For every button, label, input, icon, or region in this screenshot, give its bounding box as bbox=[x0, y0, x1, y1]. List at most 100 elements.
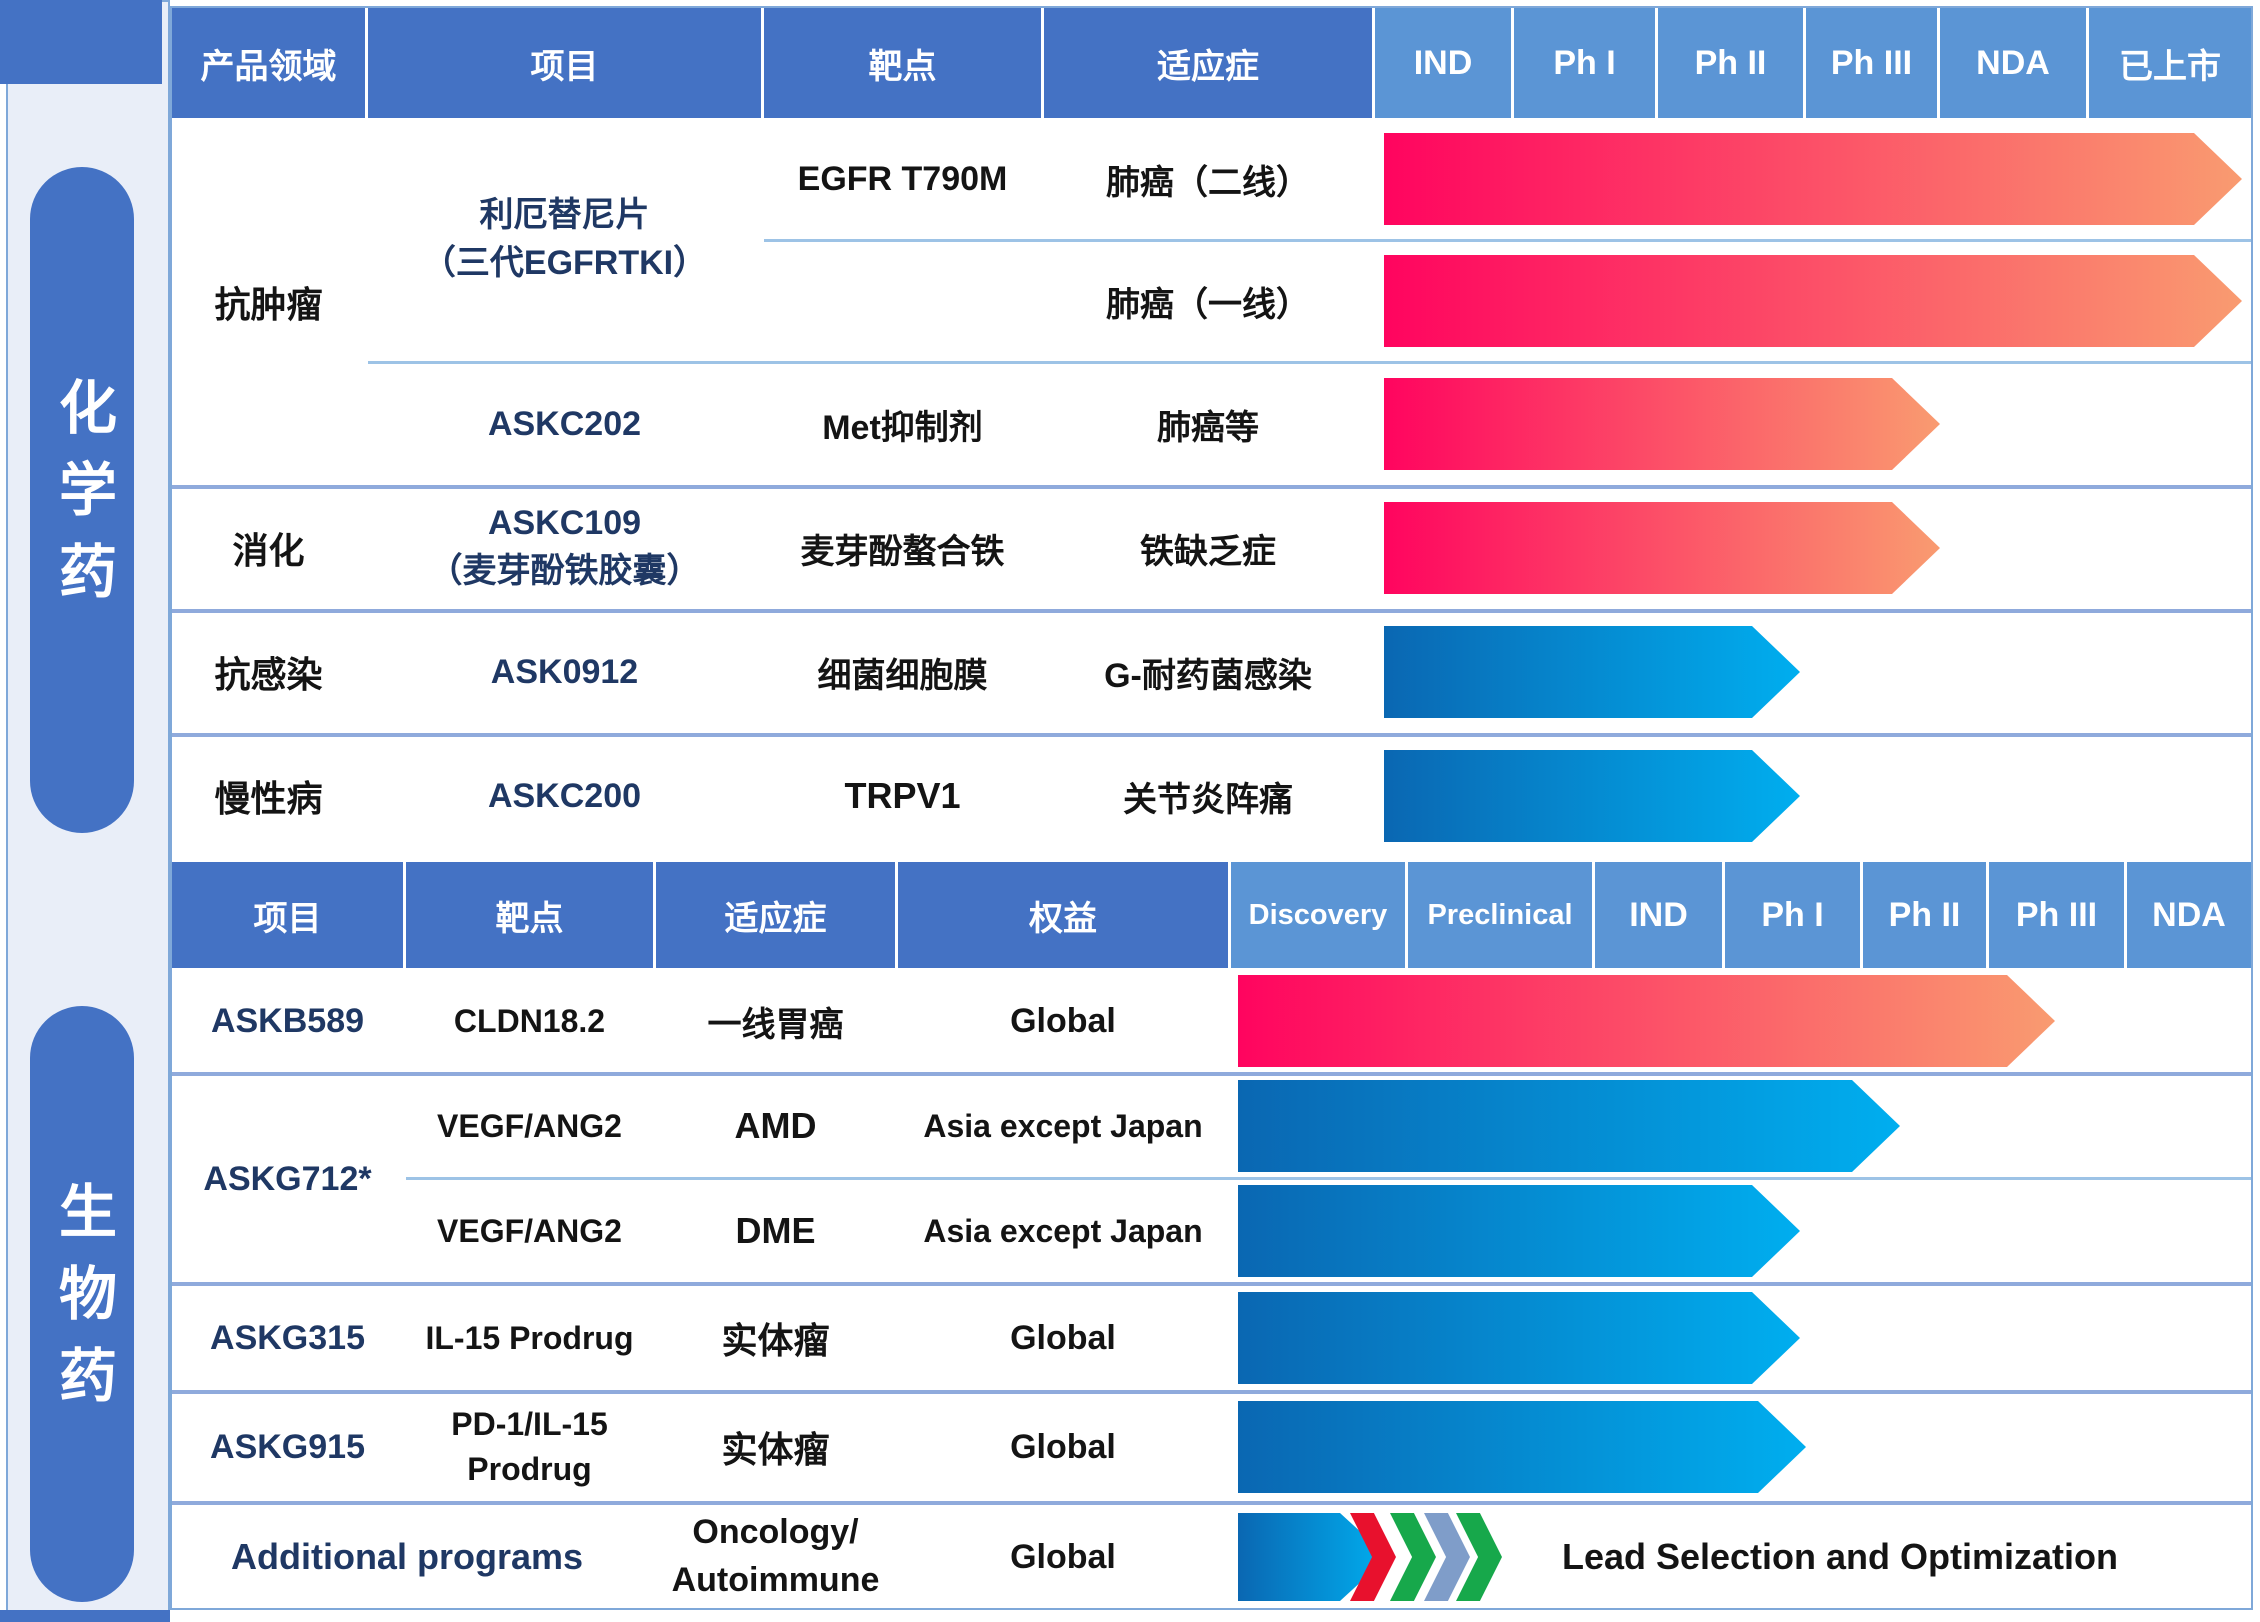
bio-header-phase-ph3: Ph III bbox=[1989, 862, 2124, 968]
target-pd1-il15-prodrug: PD-1/IL-15 Prodrug bbox=[406, 1385, 653, 1509]
pipeline-arrow-askg315 bbox=[1238, 1292, 1800, 1384]
project-askb589: ASKB589 bbox=[210, 1001, 365, 1040]
indication-lung-etc: 肺癌等 bbox=[1157, 408, 1259, 447]
footer-strip bbox=[0, 1610, 170, 1622]
chem-header-area: 产品领域 bbox=[172, 8, 365, 118]
target-met-inhibitor: Met抑制剂 bbox=[822, 408, 983, 447]
indication-lung-1l: 肺癌（一线） bbox=[1106, 285, 1310, 324]
project-ask0912: ASK0912 bbox=[490, 652, 639, 691]
bio-header-phase-ind: IND bbox=[1595, 862, 1722, 968]
project-liertinib: 利厄替尼片 （三代EGFRTKI） bbox=[368, 170, 761, 310]
project-askc200: ASKC200 bbox=[487, 776, 642, 815]
bio-header-phase-ph1: Ph I bbox=[1725, 862, 1860, 968]
indication-lung-2l: 肺癌（二线） bbox=[1106, 163, 1310, 202]
chem-header-phase-ind: IND bbox=[1375, 8, 1511, 118]
indication-amd: AMD bbox=[734, 1105, 817, 1146]
pipeline-arrow-askg712-dme bbox=[1238, 1185, 1800, 1277]
chem-header-phase-marketed: 已上市 bbox=[2089, 8, 2251, 118]
section-bio-label: 生物药 bbox=[50, 1181, 115, 1427]
indication-oncology-line1: Oncology/ bbox=[692, 1513, 859, 1552]
row-divider bbox=[406, 1177, 2251, 1180]
target-bacterial-membrane: 细菌细胞膜 bbox=[817, 656, 988, 695]
project-liertinib-line2: （三代EGFRTKI） bbox=[421, 244, 708, 282]
row-divider bbox=[764, 239, 2251, 242]
rights-global-additional: Global bbox=[1010, 1537, 1116, 1576]
indication-arthritis-pain: 关节炎阵痛 bbox=[1123, 780, 1293, 819]
indication-dme: DME bbox=[735, 1210, 816, 1251]
target-trpv1: TRPV1 bbox=[844, 775, 961, 816]
project-askg915: ASKG915 bbox=[210, 1427, 365, 1466]
section-divider bbox=[172, 733, 2251, 737]
pipeline-arrow-askc109 bbox=[1384, 502, 1940, 594]
bio-header-rights: 权益 bbox=[898, 862, 1228, 968]
bio-header-phase-ph2: Ph II bbox=[1863, 862, 1986, 968]
rights-asia-dme: Asia except Japan bbox=[923, 1212, 1203, 1249]
section-divider bbox=[172, 609, 2251, 613]
indication-solid-tumor-315: 实体瘤 bbox=[721, 1320, 830, 1361]
section-divider bbox=[172, 1072, 2251, 1076]
section-bio-pill: 生物药 bbox=[30, 1006, 134, 1602]
indication-oncology-autoimmune: Oncology/ Autoimmune bbox=[656, 1495, 895, 1619]
indication-autoimmune-line2: Autoimmune bbox=[671, 1561, 880, 1599]
pipeline-arrow-askg915 bbox=[1238, 1401, 1806, 1493]
lead-selection-note: Lead Selection and Optimization bbox=[1561, 1536, 2119, 1577]
indication-solid-tumor-915: 实体瘤 bbox=[721, 1429, 830, 1470]
chem-header-phase-nda: NDA bbox=[1940, 8, 2086, 118]
bio-header-phase-discovery: Discovery bbox=[1231, 862, 1405, 968]
project-askg315: ASKG315 bbox=[210, 1318, 365, 1357]
indication-iron-deficiency: 铁缺乏症 bbox=[1140, 532, 1276, 571]
target-il15-prodrug: IL-15 Prodrug bbox=[425, 1319, 634, 1356]
bio-header-indication: 适应症 bbox=[656, 862, 895, 968]
target-vegf-ang2-dme: VEGF/ANG2 bbox=[437, 1212, 622, 1249]
indication-gneg-infection: G-耐药菌感染 bbox=[1104, 656, 1312, 695]
section-divider bbox=[172, 1282, 2251, 1286]
corner-block bbox=[0, 0, 162, 84]
group-label-oncology: 抗肿瘤 bbox=[214, 284, 323, 325]
table-frame bbox=[170, 6, 2253, 1610]
section-divider bbox=[172, 1501, 2251, 1505]
project-askc202: ASKC202 bbox=[487, 404, 642, 443]
chem-header-target: 靶点 bbox=[764, 8, 1041, 118]
rights-asia-amd: Asia except Japan bbox=[923, 1107, 1203, 1144]
section-divider bbox=[172, 485, 2251, 489]
project-liertinib-line1: 利厄替尼片 bbox=[479, 196, 650, 235]
rights-global-915: Global bbox=[1010, 1427, 1116, 1466]
group-label-antiinfective: 抗感染 bbox=[214, 654, 323, 695]
project-askc109-line2: （麦芽酚铁胶囊） bbox=[428, 552, 701, 590]
pipeline-arrow-askg712-amd bbox=[1238, 1080, 1900, 1172]
target-maltol-iron: 麦芽酚螯合铁 bbox=[800, 532, 1005, 571]
target-pd1-il15-line1: PD-1/IL-15 bbox=[451, 1406, 608, 1443]
chem-header-project: 项目 bbox=[368, 8, 761, 118]
bio-header-phase-preclinical: Preclinical bbox=[1408, 862, 1592, 968]
target-vegf-ang2-amd: VEGF/ANG2 bbox=[437, 1107, 622, 1144]
pipeline-arrow-liertinib-1l bbox=[1384, 255, 2242, 347]
chem-header-indication: 适应症 bbox=[1044, 8, 1372, 118]
rights-global-315: Global bbox=[1010, 1318, 1116, 1357]
chem-header-phase-ph2: Ph II bbox=[1658, 8, 1803, 118]
target-pd1-il15-line2: Prodrug bbox=[467, 1451, 592, 1487]
group-label-digestive: 消化 bbox=[232, 530, 305, 571]
bio-header-project: 项目 bbox=[172, 862, 403, 968]
pipeline-arrow-liertinib-2l bbox=[1384, 133, 2242, 225]
pipeline-arrow-ask0912 bbox=[1384, 626, 1800, 718]
project-askc109: ASKC109 （麦芽酚铁胶囊） bbox=[368, 478, 761, 618]
pipeline-arrow-askc202 bbox=[1384, 378, 1940, 470]
bio-header-target: 靶点 bbox=[406, 862, 653, 968]
rights-global-b589: Global bbox=[1010, 1001, 1116, 1040]
project-additional-programs: Additional programs bbox=[230, 1536, 584, 1577]
section-divider bbox=[172, 1390, 2251, 1394]
section-chem-label: 化学药 bbox=[50, 377, 115, 623]
bio-header-phase-nda: NDA bbox=[2127, 862, 2251, 968]
indication-gastric-1l: 一线胃癌 bbox=[707, 1005, 844, 1044]
pipeline-arrow-askc200 bbox=[1384, 750, 1800, 842]
target-cldn18-2: CLDN18.2 bbox=[453, 1002, 606, 1039]
target-egfr-t790m: EGFR T790M bbox=[797, 159, 1008, 198]
pipeline-arrow-askb589 bbox=[1238, 975, 2055, 1067]
group-label-chronic: 慢性病 bbox=[214, 778, 323, 819]
chem-header-phase-ph1: Ph I bbox=[1514, 8, 1655, 118]
project-askg712: ASKG712* bbox=[203, 1159, 372, 1198]
chem-header-phase-ph3: Ph III bbox=[1806, 8, 1937, 118]
project-askc109-line1: ASKC109 bbox=[487, 504, 642, 543]
section-chem-pill: 化学药 bbox=[30, 167, 134, 833]
